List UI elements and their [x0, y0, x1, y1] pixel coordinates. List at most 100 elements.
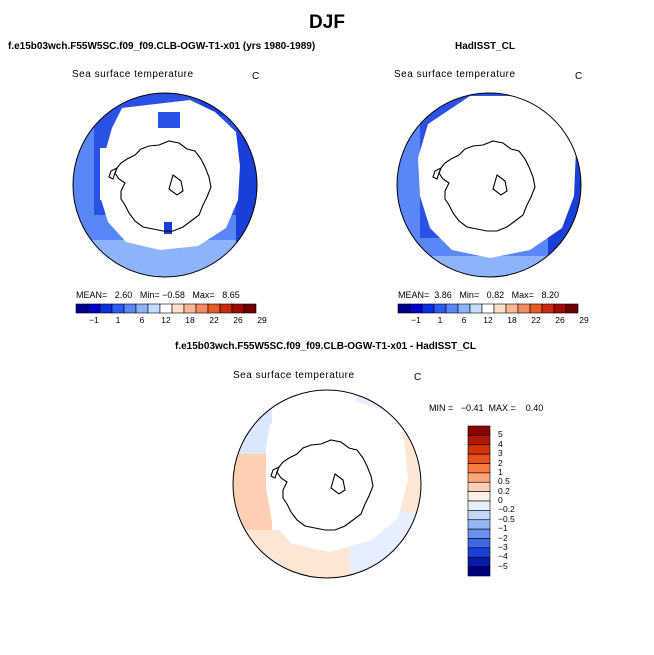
model-min: −0.58: [162, 290, 185, 300]
model-colorbar-swatch: [123, 303, 137, 314]
difference-colorbar-tick-label: 4: [498, 438, 503, 449]
obs-colorbar-swatch: [397, 303, 411, 314]
difference-colorbar-swatch: [467, 538, 491, 549]
difference-colorbar-swatch: [467, 491, 491, 502]
model-colorbar-swatch: [75, 303, 89, 314]
model-colorbar-swatch: [135, 303, 149, 314]
difference-colorbar-tick-label: −0.2: [498, 504, 515, 515]
obs-colorbar-swatch: [553, 303, 567, 314]
difference-colorbar-swatch: [467, 481, 491, 492]
obs-sst-map: [396, 92, 582, 278]
obs-colorbar-swatch: [445, 303, 459, 314]
difference-colorbar-swatch: [467, 519, 491, 530]
model-colorbar-swatch: [195, 303, 209, 314]
difference-colorbar-swatch: [467, 500, 491, 511]
difference-colorbar-tick-label: −5: [498, 560, 508, 571]
obs-colorbar-swatch: [469, 303, 483, 314]
difference-colorbar-swatch: [467, 453, 491, 464]
difference-colorbar-tick-label: 3: [498, 448, 503, 459]
difference-colorbar-tick-label: 0.5: [498, 476, 510, 487]
obs-units-label: C: [575, 71, 583, 82]
difference-minmax: MIN = −0.41 MAX = 0.40: [429, 403, 544, 413]
obs-colorbar-swatch: [493, 303, 507, 314]
model-colorbar-tick-label: 18: [185, 315, 195, 325]
model-units-label: C: [252, 71, 260, 82]
model-variable-label: Sea surface temperature: [72, 69, 194, 80]
difference-colorbar-tick-label: 2: [498, 457, 503, 468]
model-colorbar-swatch: [207, 303, 221, 314]
obs-panel-heading: HadISST_CL: [455, 41, 516, 52]
difference-sst-map: [232, 389, 422, 579]
obs-stats: MEAN= 3.86 Min= 0.82 Max= 8.20: [398, 290, 559, 300]
obs-colorbar-tick-label: 26: [555, 315, 565, 325]
model-stats: MEAN= 2.60 Min= −0.58 Max= 8.65: [76, 290, 240, 300]
obs-colorbar-swatch: [481, 303, 495, 314]
difference-colorbar-tick-label: −2: [498, 532, 508, 543]
model-colorbar: [75, 303, 257, 314]
model-colorbar-swatch: [87, 303, 101, 314]
obs-colorbar-tick-label: 6: [461, 315, 467, 325]
difference-colorbar-swatch: [467, 444, 491, 455]
obs-colorbar-tick-label: 29: [579, 315, 589, 325]
obs-colorbar-swatch: [565, 303, 579, 314]
model-colorbar-swatch: [159, 303, 173, 314]
model-colorbar-tick-label: 22: [209, 315, 219, 325]
model-colorbar-swatch: [219, 303, 233, 314]
obs-max: 8.20: [541, 290, 559, 300]
difference-colorbar: [467, 425, 491, 577]
obs-colorbar-swatch: [409, 303, 423, 314]
obs-colorbar-tick-label: 22: [531, 315, 541, 325]
difference-colorbar-tick-label: −1: [498, 523, 508, 534]
difference-heading: f.e15b03wch.F55W5SC.f09_f09.CLB-OGW-T1-x…: [175, 341, 476, 352]
difference-colorbar-swatch: [467, 556, 491, 567]
difference-colorbar-swatch: [467, 425, 491, 436]
obs-colorbar-tick-label: 1: [437, 315, 443, 325]
model-colorbar-tick-label: 29: [257, 315, 267, 325]
figure-title: DJF: [309, 12, 345, 33]
model-mean: 2.60: [114, 290, 133, 300]
obs-colorbar-swatch: [421, 303, 435, 314]
model-colorbar-swatch: [99, 303, 113, 314]
model-colorbar-swatch: [183, 303, 197, 314]
difference-colorbar-swatch: [467, 463, 491, 474]
model-colorbar-tick-label: 12: [161, 315, 171, 325]
difference-colorbar-tick-label: 0: [498, 495, 503, 505]
model-colorbar-tick-label: 26: [233, 315, 243, 325]
difference-colorbar-swatch: [467, 435, 491, 446]
difference-colorbar-swatch: [467, 528, 491, 539]
obs-colorbar-tick-label: −1: [411, 315, 421, 325]
difference-colorbar-swatch: [467, 472, 491, 483]
model-colorbar-swatch: [243, 303, 257, 314]
obs-colorbar-swatch: [505, 303, 519, 314]
obs-mean: 3.86: [434, 290, 452, 300]
difference-colorbar-tick-label: −0.5: [498, 513, 515, 524]
difference-colorbar-tick-label: −4: [498, 551, 508, 562]
difference-units-label: C: [414, 372, 422, 383]
model-colorbar-swatch: [231, 303, 245, 314]
obs-min: 0.82: [486, 290, 505, 300]
difference-colorbar-tick-label: −3: [498, 541, 508, 552]
model-colorbar-swatch: [147, 303, 161, 314]
model-colorbar-swatch: [171, 303, 185, 314]
model-colorbar-swatch: [111, 303, 125, 314]
obs-colorbar-swatch: [529, 303, 543, 314]
obs-colorbar-tick-label: 18: [507, 315, 517, 325]
difference-colorbar-tick-label: 0.2: [498, 485, 510, 496]
difference-colorbar-swatch: [467, 547, 491, 558]
obs-colorbar-tick-label: 12: [483, 315, 493, 325]
difference-variable-label: Sea surface temperature: [233, 370, 355, 381]
obs-colorbar-swatch: [517, 303, 531, 314]
obs-variable-label: Sea surface temperature: [394, 69, 516, 80]
difference-colorbar-tick-label: 5: [498, 429, 503, 440]
model-colorbar-tick-label: 6: [139, 315, 145, 325]
model-max: 8.65: [222, 290, 240, 300]
obs-colorbar-swatch: [457, 303, 471, 314]
obs-colorbar-swatch: [541, 303, 555, 314]
obs-colorbar-swatch: [433, 303, 447, 314]
difference-colorbar-swatch: [467, 510, 491, 521]
model-colorbar-tick-label: 1: [115, 315, 121, 325]
obs-colorbar: [397, 303, 579, 314]
model-panel-heading: f.e15b03wch.F55W5SC.f09_f09.CLB-OGW-T1-x…: [8, 41, 316, 52]
